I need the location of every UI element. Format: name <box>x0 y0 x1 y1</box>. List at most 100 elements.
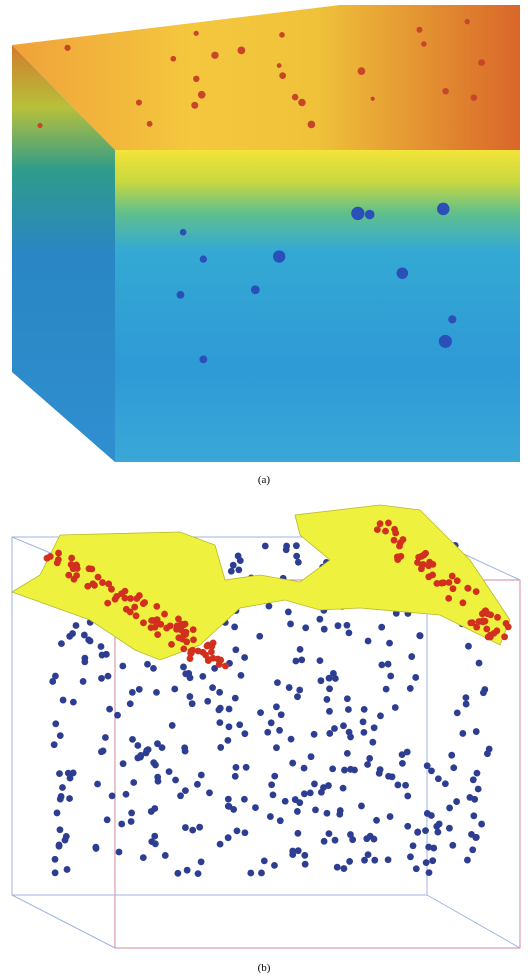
point <box>450 764 457 771</box>
point <box>44 555 51 562</box>
point <box>289 760 296 767</box>
point <box>365 851 372 858</box>
point <box>344 695 351 702</box>
point <box>392 704 399 711</box>
point <box>326 708 333 715</box>
point <box>345 706 352 713</box>
point <box>172 777 179 784</box>
point <box>150 617 157 624</box>
point <box>168 641 175 648</box>
point <box>287 621 294 628</box>
point <box>180 622 187 629</box>
point <box>186 693 193 700</box>
point <box>286 684 293 691</box>
point <box>385 520 392 527</box>
point <box>205 657 212 664</box>
point <box>140 854 147 861</box>
point <box>361 706 368 713</box>
point <box>346 858 353 865</box>
point <box>312 806 319 813</box>
point <box>237 557 244 564</box>
point <box>268 719 275 726</box>
point <box>242 829 249 836</box>
point <box>73 572 80 579</box>
point <box>425 844 432 851</box>
point <box>347 831 354 838</box>
point <box>217 657 224 664</box>
point <box>422 827 429 834</box>
point <box>273 744 280 751</box>
point <box>230 562 237 569</box>
point <box>228 568 235 575</box>
point <box>190 636 197 643</box>
point <box>241 796 248 803</box>
point <box>236 721 243 728</box>
point <box>294 693 301 700</box>
point <box>133 612 140 619</box>
point <box>326 675 333 682</box>
point <box>331 725 338 732</box>
point <box>52 720 59 727</box>
point <box>171 686 178 693</box>
anomaly <box>238 47 246 55</box>
point <box>475 786 482 793</box>
point <box>182 787 189 794</box>
point <box>361 729 368 736</box>
point <box>144 661 151 668</box>
anomaly <box>37 123 42 128</box>
point <box>52 856 59 863</box>
point <box>123 791 130 798</box>
point <box>371 724 378 731</box>
point <box>127 595 134 602</box>
point <box>420 561 427 568</box>
point <box>374 526 381 533</box>
point <box>429 857 436 864</box>
anomaly <box>464 19 469 24</box>
anomaly <box>421 41 426 46</box>
point <box>195 648 202 655</box>
point <box>321 626 328 633</box>
point <box>94 781 101 788</box>
point <box>360 718 367 725</box>
anomaly <box>279 72 286 79</box>
point <box>316 616 323 623</box>
point <box>470 776 477 783</box>
point <box>184 867 191 874</box>
point <box>410 842 417 849</box>
point <box>70 699 77 706</box>
point <box>318 677 325 684</box>
point <box>487 632 494 639</box>
point <box>123 606 130 613</box>
point <box>273 703 280 710</box>
point <box>505 623 512 630</box>
point <box>294 808 301 815</box>
point <box>317 657 324 664</box>
point <box>204 698 211 705</box>
point <box>418 553 425 560</box>
point <box>417 632 424 639</box>
point <box>81 658 88 665</box>
point <box>167 622 174 629</box>
point <box>104 816 111 823</box>
point <box>274 679 281 686</box>
point <box>69 630 76 637</box>
point <box>424 762 431 769</box>
point <box>243 764 250 771</box>
point <box>385 661 392 668</box>
point <box>60 697 67 704</box>
point <box>376 770 383 777</box>
point <box>482 618 489 625</box>
point <box>434 829 441 836</box>
point <box>293 553 300 560</box>
point <box>407 853 414 860</box>
point <box>459 599 466 606</box>
point <box>152 840 159 847</box>
point <box>87 638 94 645</box>
point <box>153 689 160 696</box>
anomaly <box>147 121 153 127</box>
point <box>446 579 453 586</box>
point <box>433 823 440 830</box>
point <box>387 813 394 820</box>
point <box>446 825 453 832</box>
point <box>404 793 411 800</box>
